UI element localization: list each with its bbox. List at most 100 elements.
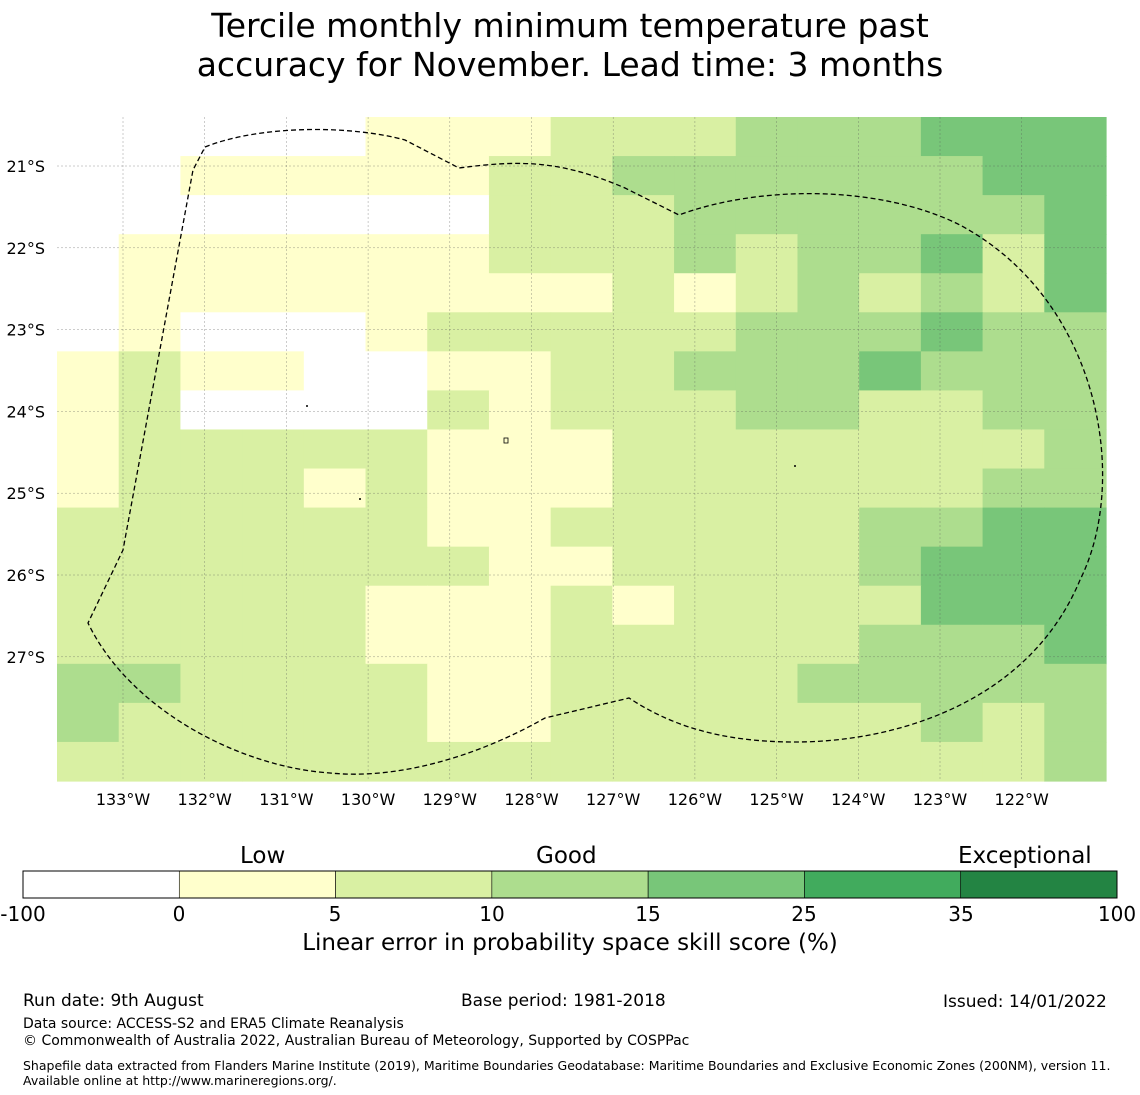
grid-cell (180, 507, 243, 548)
grid-cell (242, 156, 305, 196)
grid-cell (920, 507, 984, 548)
grid-cell (57, 195, 120, 235)
grid-cell (550, 312, 613, 352)
grid-cell (488, 351, 552, 392)
grid-cell (118, 468, 182, 509)
grid-cell (735, 351, 799, 392)
grid-cell (57, 429, 120, 470)
colorbar-label: Linear error in probability space skill … (302, 930, 838, 956)
grid-cell (488, 507, 552, 548)
grid-cell (797, 624, 860, 665)
colorbar-tick: -100 (0, 902, 46, 926)
colorbar-bin (491, 870, 649, 899)
grid-cell (797, 234, 860, 274)
grid-cell (365, 351, 428, 392)
grid-cell (797, 546, 860, 587)
grid-cell (303, 429, 367, 470)
grid-cell (797, 429, 860, 470)
grid-cell (797, 702, 860, 743)
grid-cell (797, 663, 860, 704)
grid-cell (920, 429, 984, 470)
grid-cell (550, 429, 613, 470)
grid-cell (735, 273, 799, 313)
grid-cell (550, 507, 613, 548)
grid-cell (57, 390, 120, 431)
grid-cell (612, 624, 675, 665)
grid-cell (735, 585, 799, 626)
grid-cell (427, 468, 490, 509)
grid-cell (180, 663, 243, 704)
grid-cell (859, 546, 922, 587)
grid-cell (242, 507, 305, 548)
grid-cell (180, 195, 243, 235)
grid-cell (242, 546, 305, 587)
grid-cell (1044, 156, 1107, 196)
grid-cell (488, 273, 552, 313)
grid-cell (612, 468, 675, 509)
grid-cell (488, 585, 552, 626)
grid-cell (982, 429, 1045, 470)
grid-cell (982, 585, 1045, 626)
grid-cell (365, 585, 428, 626)
grid-cell (365, 507, 428, 548)
grid-cell (303, 234, 367, 274)
grid-cell (303, 195, 367, 235)
longitude-label: 127°W (586, 790, 641, 809)
colorbar-tick: 35 (948, 902, 974, 926)
grid-cell (982, 234, 1045, 274)
grid-cell (920, 546, 984, 587)
grid-cell (674, 741, 737, 782)
grid-cell (735, 117, 799, 157)
grid-cell (118, 624, 182, 665)
grid-cell (242, 273, 305, 313)
grid-cell (859, 273, 922, 313)
grid-cell (365, 663, 428, 704)
grid-cell (57, 312, 120, 352)
grid-cell (427, 195, 490, 235)
grid-cell (859, 663, 922, 704)
grid-cell (365, 195, 428, 235)
grid-cell (797, 468, 860, 509)
grid-cell (612, 741, 675, 782)
grid-cell (57, 585, 120, 626)
grid-cell (735, 390, 799, 431)
grid-cell (118, 390, 182, 431)
grid-cell (550, 195, 613, 235)
grid-cell (57, 468, 120, 509)
grid-cell (550, 546, 613, 587)
grid-cell (427, 312, 490, 352)
grid-cell (1044, 117, 1107, 157)
grid-cell (1044, 702, 1107, 743)
grid-cell (488, 429, 552, 470)
grid-cell (180, 585, 243, 626)
grid-cell (1044, 741, 1107, 782)
grid-cell (118, 195, 182, 235)
grid-cell (427, 546, 490, 587)
grid-cell (982, 195, 1045, 235)
grid-cell (118, 312, 182, 352)
grid-cell (1044, 195, 1107, 235)
grid-cell (488, 741, 552, 782)
grid-cell (488, 390, 552, 431)
grid-cell (859, 702, 922, 743)
grid-cell (735, 429, 799, 470)
grid-cell (180, 429, 243, 470)
colorbar-bin (804, 870, 962, 899)
grid-cell (859, 624, 922, 665)
grid-cell (612, 351, 675, 392)
grid-cell (735, 663, 799, 704)
islands (306, 405, 796, 500)
latitude-label: 26°S (6, 566, 45, 585)
grid-cell (488, 663, 552, 704)
grid-cell (303, 507, 367, 548)
eez-boundary (87, 128, 1104, 775)
grid-cell (550, 117, 613, 157)
grid-cell (427, 273, 490, 313)
grid-cell (735, 702, 799, 743)
grid-cell (303, 702, 367, 743)
grid-cell (1044, 429, 1107, 470)
grid-cell (1044, 507, 1107, 548)
grid-cell (735, 468, 799, 509)
map-title: Tercile monthly minimum temperature past… (0, 6, 1140, 84)
grid-cell (303, 663, 367, 704)
